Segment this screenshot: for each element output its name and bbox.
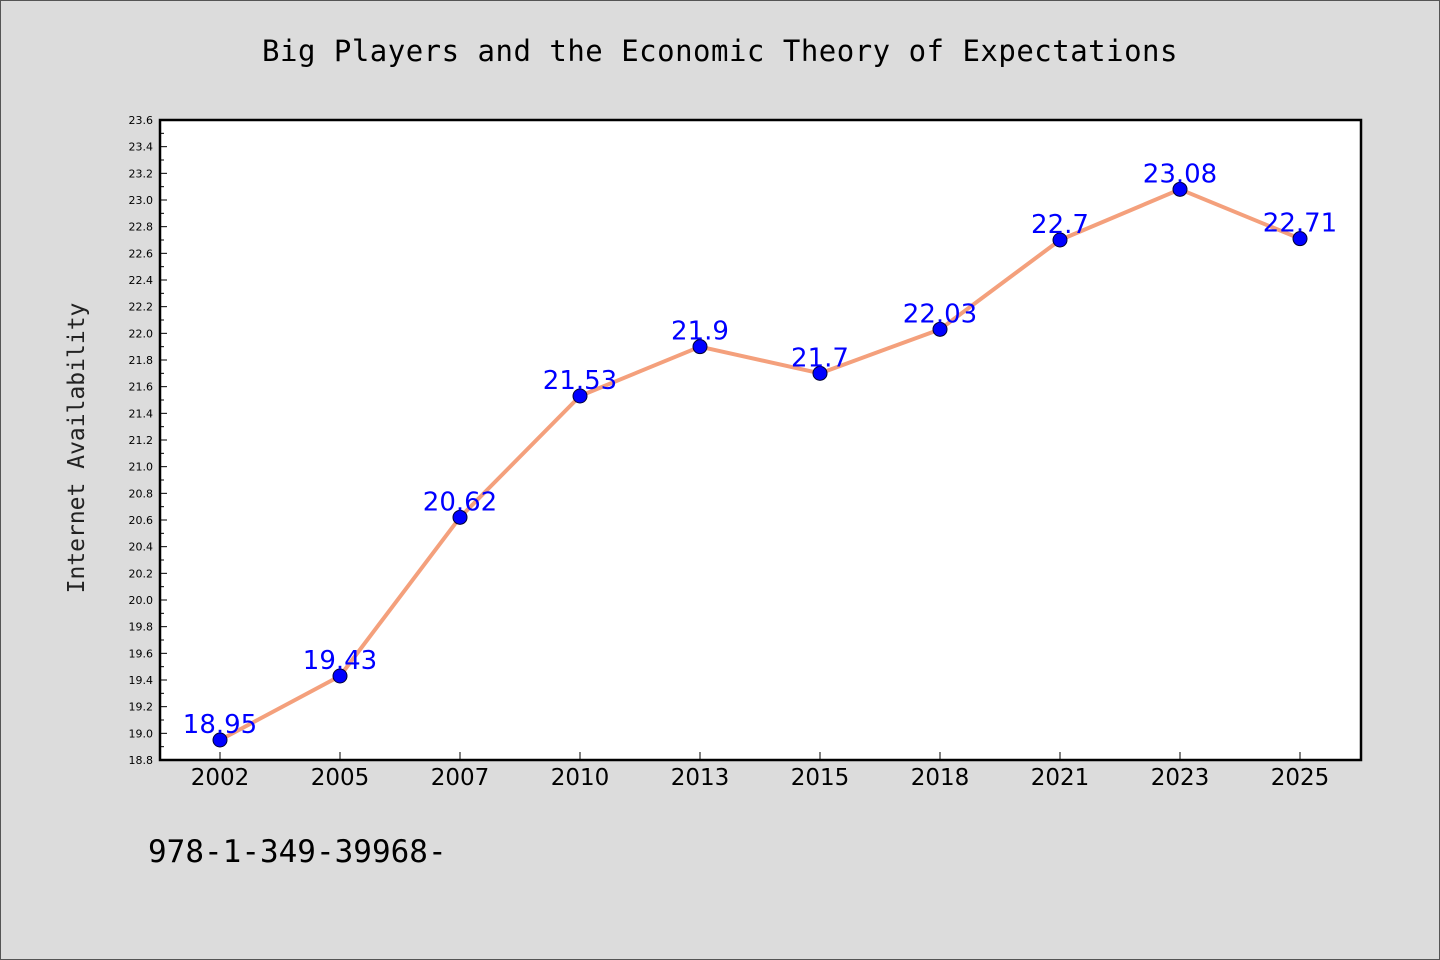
y-tick-label: 22.4: [129, 274, 154, 287]
data-label: 22.71: [1263, 209, 1337, 239]
series-line-segment: [1058, 187, 1182, 242]
plot-area: [160, 120, 1361, 760]
series-line-segment: [938, 238, 1062, 332]
data-label: 23.08: [1143, 159, 1217, 189]
series-line-segment: [218, 674, 342, 742]
series-lines: [218, 187, 1302, 742]
x-tick-label: 2025: [1271, 765, 1330, 791]
x-tick-label: 2013: [671, 765, 730, 791]
y-tick-label: 18.8: [129, 754, 154, 767]
x-tick-label: 2018: [911, 765, 970, 791]
y-tick-label: 20.6: [129, 514, 154, 527]
data-label: 22.7: [1031, 210, 1089, 240]
data-label: 18.95: [183, 710, 257, 740]
data-point: [452, 509, 468, 525]
data-label: 19.43: [303, 646, 377, 676]
data-label: 21.53: [543, 366, 617, 396]
x-tick-label: 2002: [191, 765, 250, 791]
y-tick-label: 19.4: [129, 674, 154, 687]
data-point: [572, 388, 588, 404]
y-tick-label: 19.8: [129, 621, 154, 634]
chart-title: Big Players and the Economic Theory of E…: [262, 34, 1178, 68]
series-line-segment: [458, 394, 582, 520]
x-tick-label: 2010: [551, 765, 610, 791]
y-tick-label: 21.6: [129, 381, 154, 394]
y-axis-ticks: 18.8 19.0 19.2 19.4 19.6 19.8 20.0 20.2 20.4 20.6…: [129, 114, 167, 767]
data-point: [1172, 181, 1188, 197]
y-tick-label: 20.2: [129, 567, 154, 580]
x-axis-ticks: 2002 2005 2007 2010 2013 2015 2018 2021 2023 2025: [191, 752, 1330, 791]
y-tick-label: 19.0: [129, 727, 154, 740]
data-label: 21.9: [671, 317, 729, 347]
data-labels: 18.95 19.43 20.62 21.53 21.9 21.7 22.03 22.7 23.…: [183, 159, 1337, 740]
series-line-segment: [698, 344, 822, 376]
y-tick-label: 23.0: [129, 194, 154, 207]
y-tick-label: 21.4: [129, 407, 154, 420]
x-tick-label: 2023: [1151, 765, 1210, 791]
series-points: [212, 181, 1308, 748]
x-tick-label: 2015: [791, 765, 850, 791]
y-tick-label: 21.8: [129, 354, 154, 367]
data-point: [1292, 231, 1308, 247]
y-tick-label: 23.4: [129, 141, 154, 154]
y-tick-label: 21.0: [129, 461, 154, 474]
y-tick-label: 20.8: [129, 487, 154, 500]
x-tick-label: 2021: [1031, 765, 1090, 791]
series-line-segment: [1178, 187, 1302, 241]
series-line-segment: [338, 515, 462, 678]
data-point: [1052, 232, 1068, 248]
y-tick-label: 22.8: [129, 221, 154, 234]
y-tick-label: 20.0: [129, 594, 154, 607]
y-tick-label: 22.0: [129, 327, 154, 340]
y-tick-label: 19.2: [129, 701, 154, 714]
data-label: 20.62: [423, 487, 497, 517]
x-tick-label: 2007: [431, 765, 490, 791]
y-tick-label: 21.2: [129, 434, 154, 447]
x-tick-label: 2005: [311, 765, 370, 791]
data-label: 21.7: [791, 343, 849, 373]
data-point: [692, 339, 708, 355]
y-tick-label: 22.2: [129, 301, 154, 314]
series-line-segment: [578, 344, 702, 398]
y-tick-label: 22.6: [129, 247, 154, 260]
data-label: 22.03: [903, 299, 977, 329]
y-tick-label: 23.2: [129, 167, 154, 180]
data-point: [932, 321, 948, 337]
data-point: [212, 732, 228, 748]
y-tick-label: 23.6: [129, 114, 154, 127]
series-line-segment: [818, 327, 942, 376]
isbn-text: 978-1-349-39968-: [148, 834, 447, 870]
data-point: [332, 668, 348, 684]
data-point: [812, 365, 828, 381]
plot-frame: [158, 118, 1363, 762]
y-tick-label: 20.4: [129, 541, 154, 554]
y-tick-label: 19.6: [129, 647, 154, 660]
